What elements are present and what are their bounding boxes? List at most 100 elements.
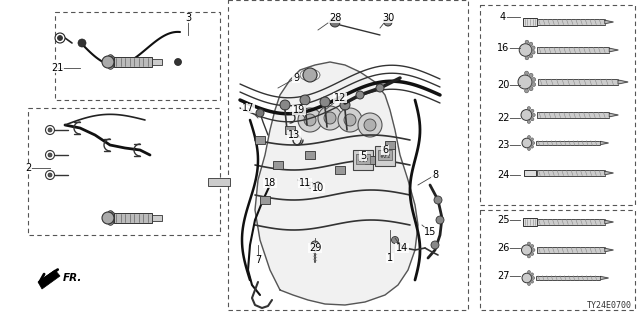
Circle shape bbox=[527, 283, 531, 285]
Polygon shape bbox=[600, 276, 609, 280]
Circle shape bbox=[110, 214, 116, 220]
Circle shape bbox=[522, 138, 532, 148]
Circle shape bbox=[344, 114, 356, 126]
Polygon shape bbox=[255, 62, 418, 305]
Circle shape bbox=[315, 182, 321, 188]
Circle shape bbox=[525, 56, 529, 60]
Polygon shape bbox=[609, 113, 618, 117]
Circle shape bbox=[108, 219, 113, 225]
Text: 24: 24 bbox=[497, 170, 509, 180]
Bar bbox=[524, 18, 537, 26]
Polygon shape bbox=[605, 248, 613, 252]
Bar bbox=[285, 126, 295, 134]
Circle shape bbox=[45, 171, 54, 180]
Bar bbox=[356, 154, 370, 164]
Circle shape bbox=[338, 108, 362, 132]
Bar bbox=[378, 150, 392, 160]
Polygon shape bbox=[605, 220, 613, 224]
Circle shape bbox=[109, 218, 115, 224]
Circle shape bbox=[356, 91, 364, 99]
Bar bbox=[536, 140, 600, 145]
Polygon shape bbox=[38, 270, 60, 289]
Circle shape bbox=[102, 212, 114, 224]
Text: 28: 28 bbox=[329, 13, 341, 23]
Text: 26: 26 bbox=[497, 243, 509, 253]
Circle shape bbox=[531, 273, 534, 276]
Bar bbox=[114, 57, 152, 67]
Polygon shape bbox=[605, 171, 613, 175]
Circle shape bbox=[531, 46, 535, 50]
Text: 14: 14 bbox=[396, 243, 408, 253]
Bar bbox=[152, 59, 162, 65]
Bar bbox=[365, 156, 375, 164]
Bar bbox=[537, 20, 605, 25]
Circle shape bbox=[330, 17, 340, 27]
Text: 5: 5 bbox=[360, 151, 366, 161]
Circle shape bbox=[532, 276, 534, 279]
Circle shape bbox=[529, 54, 532, 58]
Bar bbox=[536, 276, 600, 280]
Polygon shape bbox=[600, 141, 609, 145]
Text: #17: #17 bbox=[357, 157, 369, 163]
Circle shape bbox=[527, 107, 531, 110]
Bar bbox=[208, 178, 230, 186]
Circle shape bbox=[522, 245, 532, 255]
Bar bbox=[152, 215, 162, 221]
Bar bbox=[375, 146, 395, 166]
Circle shape bbox=[525, 40, 529, 44]
Circle shape bbox=[531, 117, 534, 121]
Bar bbox=[385, 141, 395, 149]
Bar bbox=[537, 247, 605, 252]
Circle shape bbox=[320, 97, 330, 107]
Text: 4: 4 bbox=[500, 12, 506, 22]
Polygon shape bbox=[605, 20, 613, 24]
Circle shape bbox=[527, 136, 531, 139]
Text: 8: 8 bbox=[432, 170, 438, 180]
Circle shape bbox=[525, 89, 529, 93]
Text: 7: 7 bbox=[255, 255, 261, 265]
Circle shape bbox=[307, 182, 313, 188]
Circle shape bbox=[519, 44, 532, 56]
Circle shape bbox=[108, 55, 113, 61]
Circle shape bbox=[531, 280, 534, 283]
Text: 18: 18 bbox=[264, 178, 276, 188]
Circle shape bbox=[532, 248, 535, 252]
Circle shape bbox=[324, 112, 336, 124]
Bar bbox=[524, 218, 537, 226]
Circle shape bbox=[531, 145, 534, 148]
Circle shape bbox=[55, 33, 65, 43]
Circle shape bbox=[531, 252, 534, 255]
Circle shape bbox=[109, 56, 115, 62]
Circle shape bbox=[45, 150, 54, 159]
Circle shape bbox=[48, 153, 52, 157]
Polygon shape bbox=[609, 48, 618, 52]
Circle shape bbox=[436, 216, 444, 224]
Text: 12: 12 bbox=[334, 93, 346, 103]
Circle shape bbox=[102, 56, 114, 68]
Text: TY24E0700: TY24E0700 bbox=[587, 301, 632, 310]
Circle shape bbox=[376, 84, 384, 92]
Bar bbox=[537, 112, 609, 118]
Circle shape bbox=[340, 100, 350, 110]
Bar bbox=[353, 150, 373, 170]
Bar bbox=[537, 171, 605, 176]
Circle shape bbox=[521, 109, 532, 120]
Circle shape bbox=[527, 242, 531, 245]
Circle shape bbox=[256, 109, 264, 117]
Circle shape bbox=[304, 114, 316, 126]
Bar bbox=[273, 161, 283, 169]
Polygon shape bbox=[618, 80, 628, 84]
Circle shape bbox=[531, 51, 535, 54]
Text: 17: 17 bbox=[242, 103, 254, 113]
Circle shape bbox=[527, 148, 531, 150]
Bar bbox=[538, 79, 618, 85]
Text: 25: 25 bbox=[497, 215, 509, 225]
Text: 22: 22 bbox=[497, 113, 509, 123]
Text: 13: 13 bbox=[288, 130, 300, 140]
Circle shape bbox=[392, 236, 399, 244]
Text: 11: 11 bbox=[299, 178, 311, 188]
Bar bbox=[335, 166, 345, 174]
Circle shape bbox=[527, 255, 531, 258]
Bar bbox=[305, 151, 315, 159]
Circle shape bbox=[532, 141, 534, 144]
